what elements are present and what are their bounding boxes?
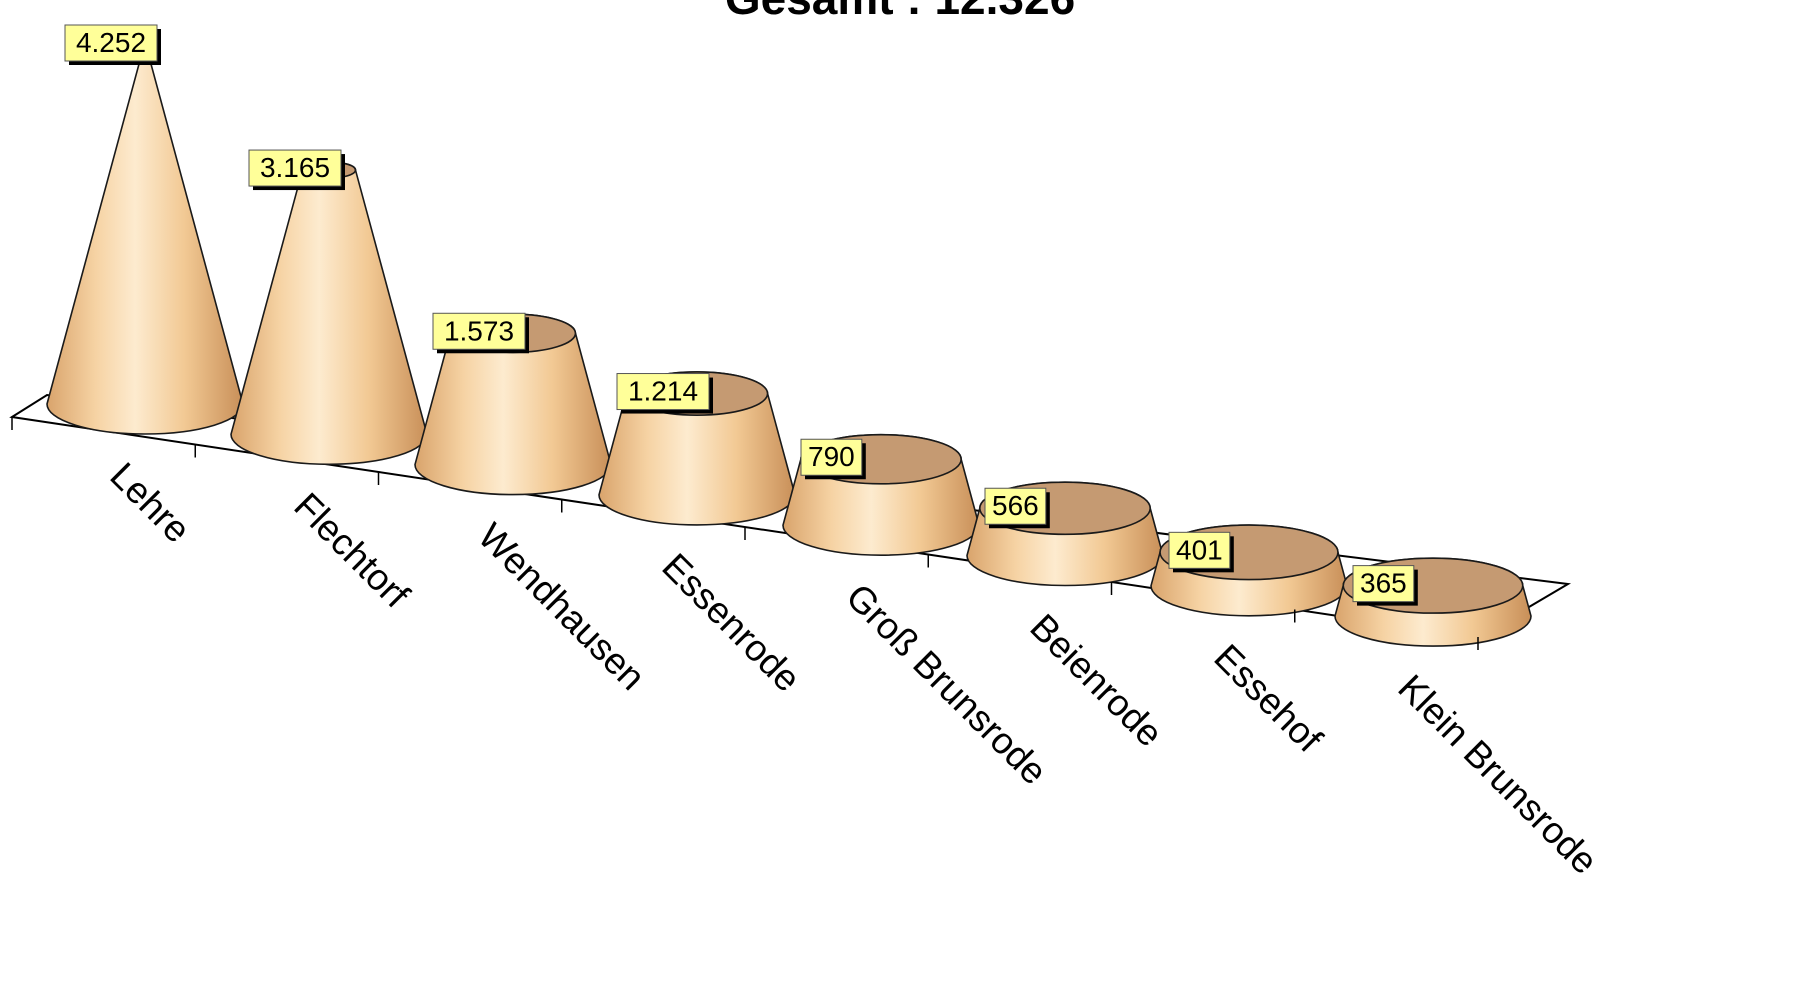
data-label-box	[984, 487, 1047, 525]
data-label-box	[64, 24, 158, 62]
data-label: 1.214	[616, 373, 713, 414]
data-label: 790	[800, 438, 866, 480]
cone-body	[46, 47, 244, 435]
cone-bar	[46, 47, 244, 435]
data-label-value: 401	[1176, 534, 1223, 565]
data-label: 1.573	[432, 312, 529, 354]
data-label-value: 1.573	[444, 315, 514, 346]
data-label-value: 790	[808, 441, 855, 472]
chart-title: Gesamt : 12.326	[725, 0, 1075, 24]
data-label-value: 3.165	[260, 152, 330, 183]
data-label: 4.252	[64, 24, 161, 65]
data-label: 3.165	[248, 149, 345, 191]
cone-body	[230, 161, 428, 466]
data-label-box	[1168, 531, 1231, 569]
data-label-box	[432, 312, 526, 350]
data-label: 401	[1168, 531, 1234, 573]
data-label-box	[248, 149, 342, 187]
data-label: 566	[984, 487, 1050, 529]
data-label: 365	[1352, 565, 1418, 606]
data-label-value: 365	[1360, 568, 1407, 599]
x-tick-label: Flechtorf	[286, 485, 417, 616]
x-tick-label: Wendhausen	[470, 515, 653, 698]
x-tick-label: Klein Brunsrode	[1390, 667, 1605, 882]
cone-bar	[230, 161, 428, 466]
data-label-value: 4.252	[76, 27, 146, 58]
data-label-value: 1.214	[628, 376, 698, 407]
data-label-value: 566	[992, 490, 1039, 521]
x-tick-label: Groß Brunsrode	[838, 576, 1055, 793]
x-tick-label: Beienrode	[1022, 606, 1170, 754]
cone-series	[46, 47, 1532, 647]
data-labels: 4.252 3.165 1.573 1.214 790 566 401 365	[64, 24, 1418, 606]
x-tick-label: Essehof	[1206, 636, 1330, 760]
data-label-box	[800, 438, 863, 476]
data-label-box	[616, 373, 710, 411]
x-tick-label: Lehre	[102, 455, 198, 551]
x-tick-label: Essenrode	[654, 546, 808, 700]
data-label-box	[1352, 565, 1415, 603]
